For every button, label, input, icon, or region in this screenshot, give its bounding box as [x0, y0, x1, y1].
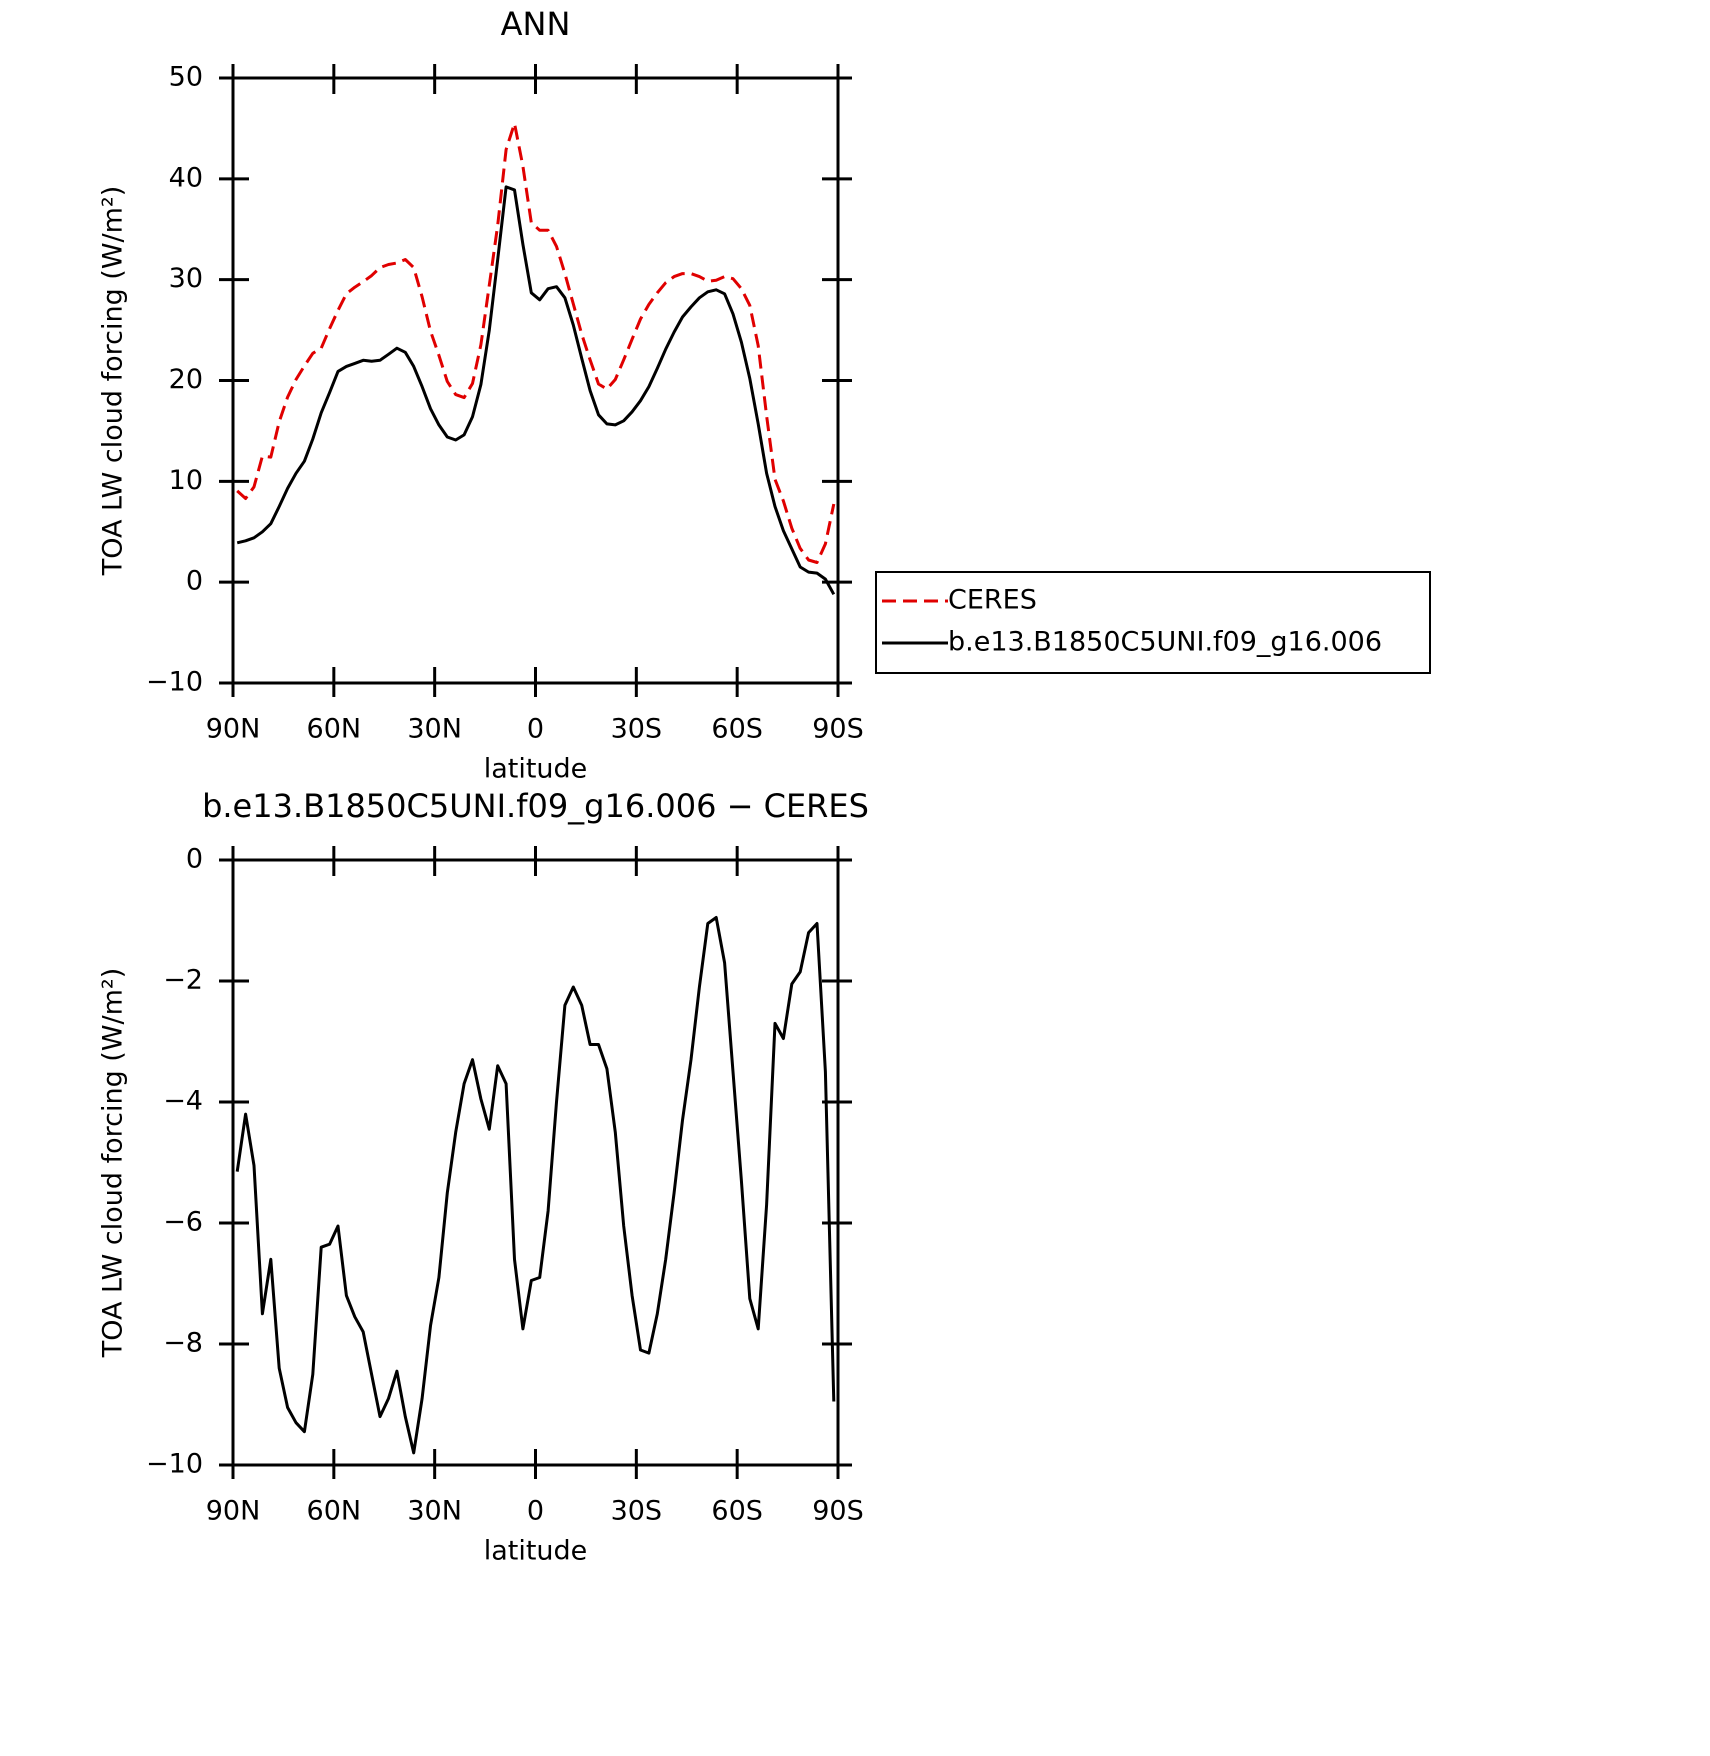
y-tick-label: 50 — [169, 62, 203, 93]
x-axis-title: latitude — [484, 1536, 588, 1567]
x-tick-label: 60N — [307, 1496, 362, 1527]
chart-title: b.e13.B1850C5UNI.f09_g16.006 − CERES — [202, 787, 869, 825]
data-line — [236, 121, 836, 564]
y-tick-label: −4 — [163, 1086, 203, 1117]
chart-title: ANN — [501, 5, 571, 43]
x-tick-label: 60S — [711, 1496, 763, 1527]
y-tick-label: 0 — [186, 844, 203, 875]
y-tick-label: −2 — [163, 965, 203, 996]
x-tick-label: 90S — [812, 1496, 864, 1527]
x-tick-label: 60N — [307, 714, 362, 745]
legend-label: CERES — [948, 585, 1037, 616]
y-tick-label: −8 — [163, 1328, 203, 1359]
x-tick-label: 90N — [206, 1496, 261, 1527]
plot-frame — [231, 858, 840, 1467]
x-tick-label: 60S — [711, 714, 763, 745]
legend-box — [875, 571, 1431, 674]
y-axis-title: TOA LW cloud forcing (W/m²) — [98, 968, 129, 1359]
x-tick-label: 30N — [407, 1496, 462, 1527]
plot-frame — [231, 76, 840, 685]
x-tick-label: 0 — [527, 714, 544, 745]
y-tick-label: −6 — [163, 1207, 203, 1238]
y-tick-label: −10 — [146, 1449, 203, 1480]
y-tick-label: 10 — [169, 465, 203, 496]
y-tick-label: 40 — [169, 162, 203, 193]
y-tick-label: 0 — [186, 566, 203, 597]
x-tick-label: 90N — [206, 714, 261, 745]
y-tick-label: 20 — [169, 364, 203, 395]
x-tick-label: 30S — [611, 714, 663, 745]
x-axis-title: latitude — [484, 754, 588, 785]
y-tick-label: −10 — [146, 667, 203, 698]
legend-label: b.e13.B1850C5UNI.f09_g16.006 — [948, 627, 1382, 658]
x-tick-label: 0 — [527, 1496, 544, 1527]
data-line — [235, 916, 836, 1455]
y-axis-title: TOA LW cloud forcing (W/m²) — [98, 186, 129, 577]
x-tick-label: 30N — [407, 714, 462, 745]
x-tick-label: 30S — [611, 1496, 663, 1527]
data-line — [236, 185, 836, 596]
x-tick-label: 90S — [812, 714, 864, 745]
y-tick-label: 30 — [169, 263, 203, 294]
